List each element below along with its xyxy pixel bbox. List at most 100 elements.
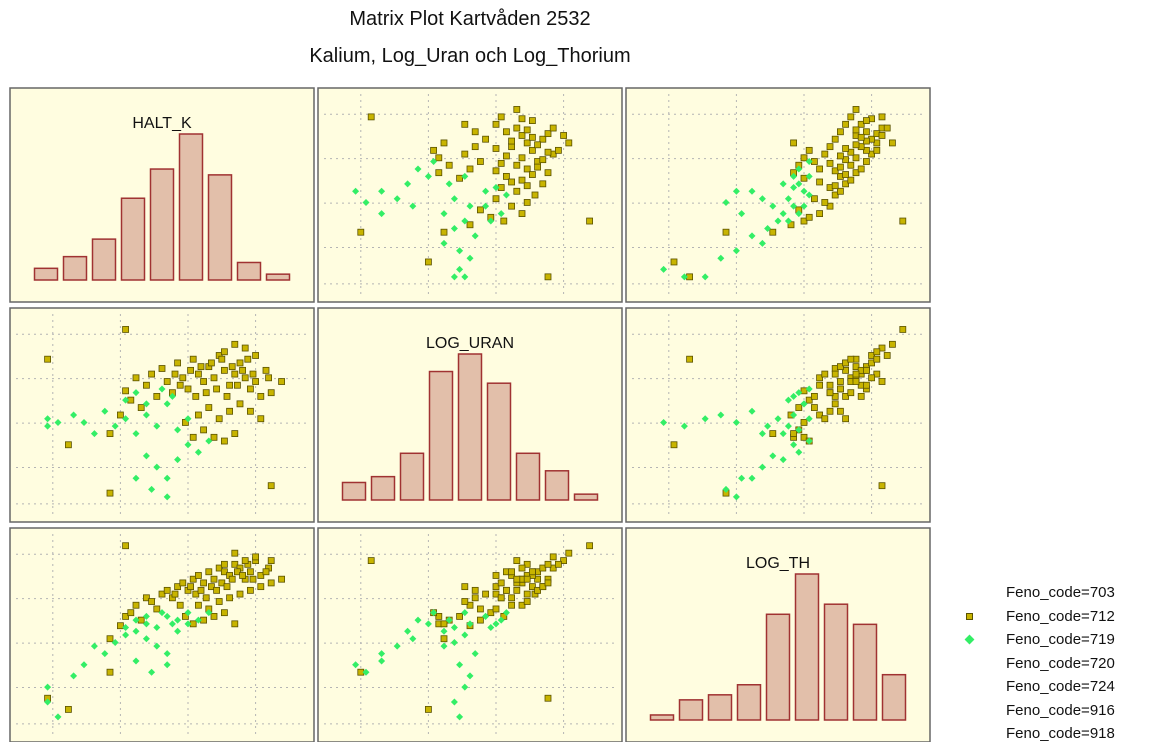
- data-point-719: [393, 642, 401, 650]
- data-point-712: [529, 568, 536, 576]
- data-point-719: [492, 620, 500, 628]
- data-point-719: [502, 609, 510, 617]
- data-point-712: [233, 568, 241, 576]
- data-point-712: [278, 575, 286, 583]
- data-point-712: [863, 128, 870, 136]
- data-point-712: [863, 117, 870, 124]
- data-point-712: [482, 135, 490, 143]
- data-point-712: [842, 366, 849, 374]
- data-point-712: [461, 120, 469, 128]
- data-point-712: [122, 542, 129, 550]
- data-point-712: [492, 583, 500, 591]
- data-point-719: [784, 422, 792, 430]
- data-point-712: [424, 706, 432, 713]
- data-point-712: [878, 113, 886, 121]
- data-point-712: [239, 366, 247, 374]
- data-point-712: [586, 542, 593, 550]
- data-point-712: [430, 609, 438, 617]
- data-point-712: [555, 146, 562, 154]
- data-point-719: [660, 418, 668, 426]
- data-point-712: [523, 590, 531, 598]
- data-point-719: [54, 418, 62, 426]
- data-point-712: [440, 228, 448, 236]
- data-point-712: [176, 381, 184, 389]
- data-point-712: [106, 430, 114, 438]
- data-point-712: [852, 126, 860, 134]
- data-point-712: [539, 583, 547, 591]
- data-point-712: [878, 124, 886, 132]
- data-point-712: [529, 146, 536, 154]
- data-point-712: [148, 598, 156, 605]
- data-point-712: [502, 586, 510, 594]
- data-point-712: [790, 433, 797, 441]
- data-point-712: [189, 433, 197, 441]
- data-point-719: [717, 411, 725, 419]
- data-point-712: [137, 616, 145, 624]
- data-point-712: [192, 590, 200, 598]
- data-point-712: [278, 378, 286, 385]
- data-point-719: [378, 657, 386, 665]
- data-point-712: [179, 374, 187, 382]
- data-point-712: [226, 381, 234, 389]
- data-point-719: [466, 254, 474, 262]
- histogram-bar: [678, 699, 704, 721]
- data-point-712: [826, 389, 834, 397]
- data-point-719: [795, 165, 803, 173]
- data-point-712: [795, 426, 803, 434]
- panel-frame: [9, 307, 315, 523]
- data-point-719: [142, 452, 150, 460]
- data-point-712: [179, 579, 187, 587]
- data-point-712: [367, 113, 375, 121]
- data-point-712: [500, 217, 508, 225]
- data-point-712: [44, 355, 51, 363]
- data-point-719: [800, 187, 808, 195]
- data-point-712: [529, 117, 536, 124]
- data-point-712: [842, 180, 849, 188]
- data-point-712: [456, 174, 464, 182]
- data-point-719: [800, 400, 808, 408]
- data-point-719: [482, 187, 490, 195]
- data-point-712: [44, 694, 51, 702]
- data-point-719: [790, 441, 798, 449]
- data-point-719: [174, 627, 182, 635]
- data-point-712: [857, 370, 865, 378]
- data-point-719: [163, 661, 171, 669]
- data-point-719: [450, 638, 458, 646]
- data-point-712: [228, 363, 236, 371]
- data-point-712: [837, 378, 844, 385]
- data-point-712: [197, 586, 205, 594]
- data-point-719: [784, 396, 792, 404]
- data-point-712: [534, 163, 541, 171]
- histogram-bar: [91, 238, 117, 281]
- data-point-719: [790, 411, 798, 419]
- data-point-712: [476, 616, 484, 624]
- data-point-719: [132, 474, 140, 482]
- data-point-712: [252, 378, 260, 385]
- data-point-712: [231, 370, 239, 378]
- data-point-712: [523, 165, 531, 173]
- data-point-719: [779, 180, 787, 188]
- data-point-712: [878, 482, 886, 490]
- data-point-712: [456, 613, 464, 620]
- data-point-719: [122, 396, 130, 404]
- histogram-bar: [428, 370, 454, 501]
- data-point-712: [231, 620, 239, 628]
- legend-label: Feno_code=720: [1006, 654, 1115, 672]
- histogram-bar: [399, 452, 425, 501]
- data-point-719: [758, 239, 766, 247]
- data-point-712: [174, 583, 182, 591]
- legend-marker: [966, 683, 973, 690]
- data-point-719: [44, 683, 52, 691]
- data-point-712: [508, 137, 516, 145]
- data-point-712: [863, 381, 870, 389]
- data-point-712: [65, 706, 72, 713]
- data-point-719: [153, 463, 161, 471]
- data-point-712: [210, 433, 218, 441]
- data-point-712: [213, 385, 221, 393]
- data-point-712: [187, 583, 195, 591]
- panel-frame: [625, 527, 931, 742]
- data-point-712: [184, 385, 192, 393]
- data-point-712: [831, 167, 839, 175]
- data-point-712: [534, 575, 541, 583]
- data-point-712: [461, 583, 469, 591]
